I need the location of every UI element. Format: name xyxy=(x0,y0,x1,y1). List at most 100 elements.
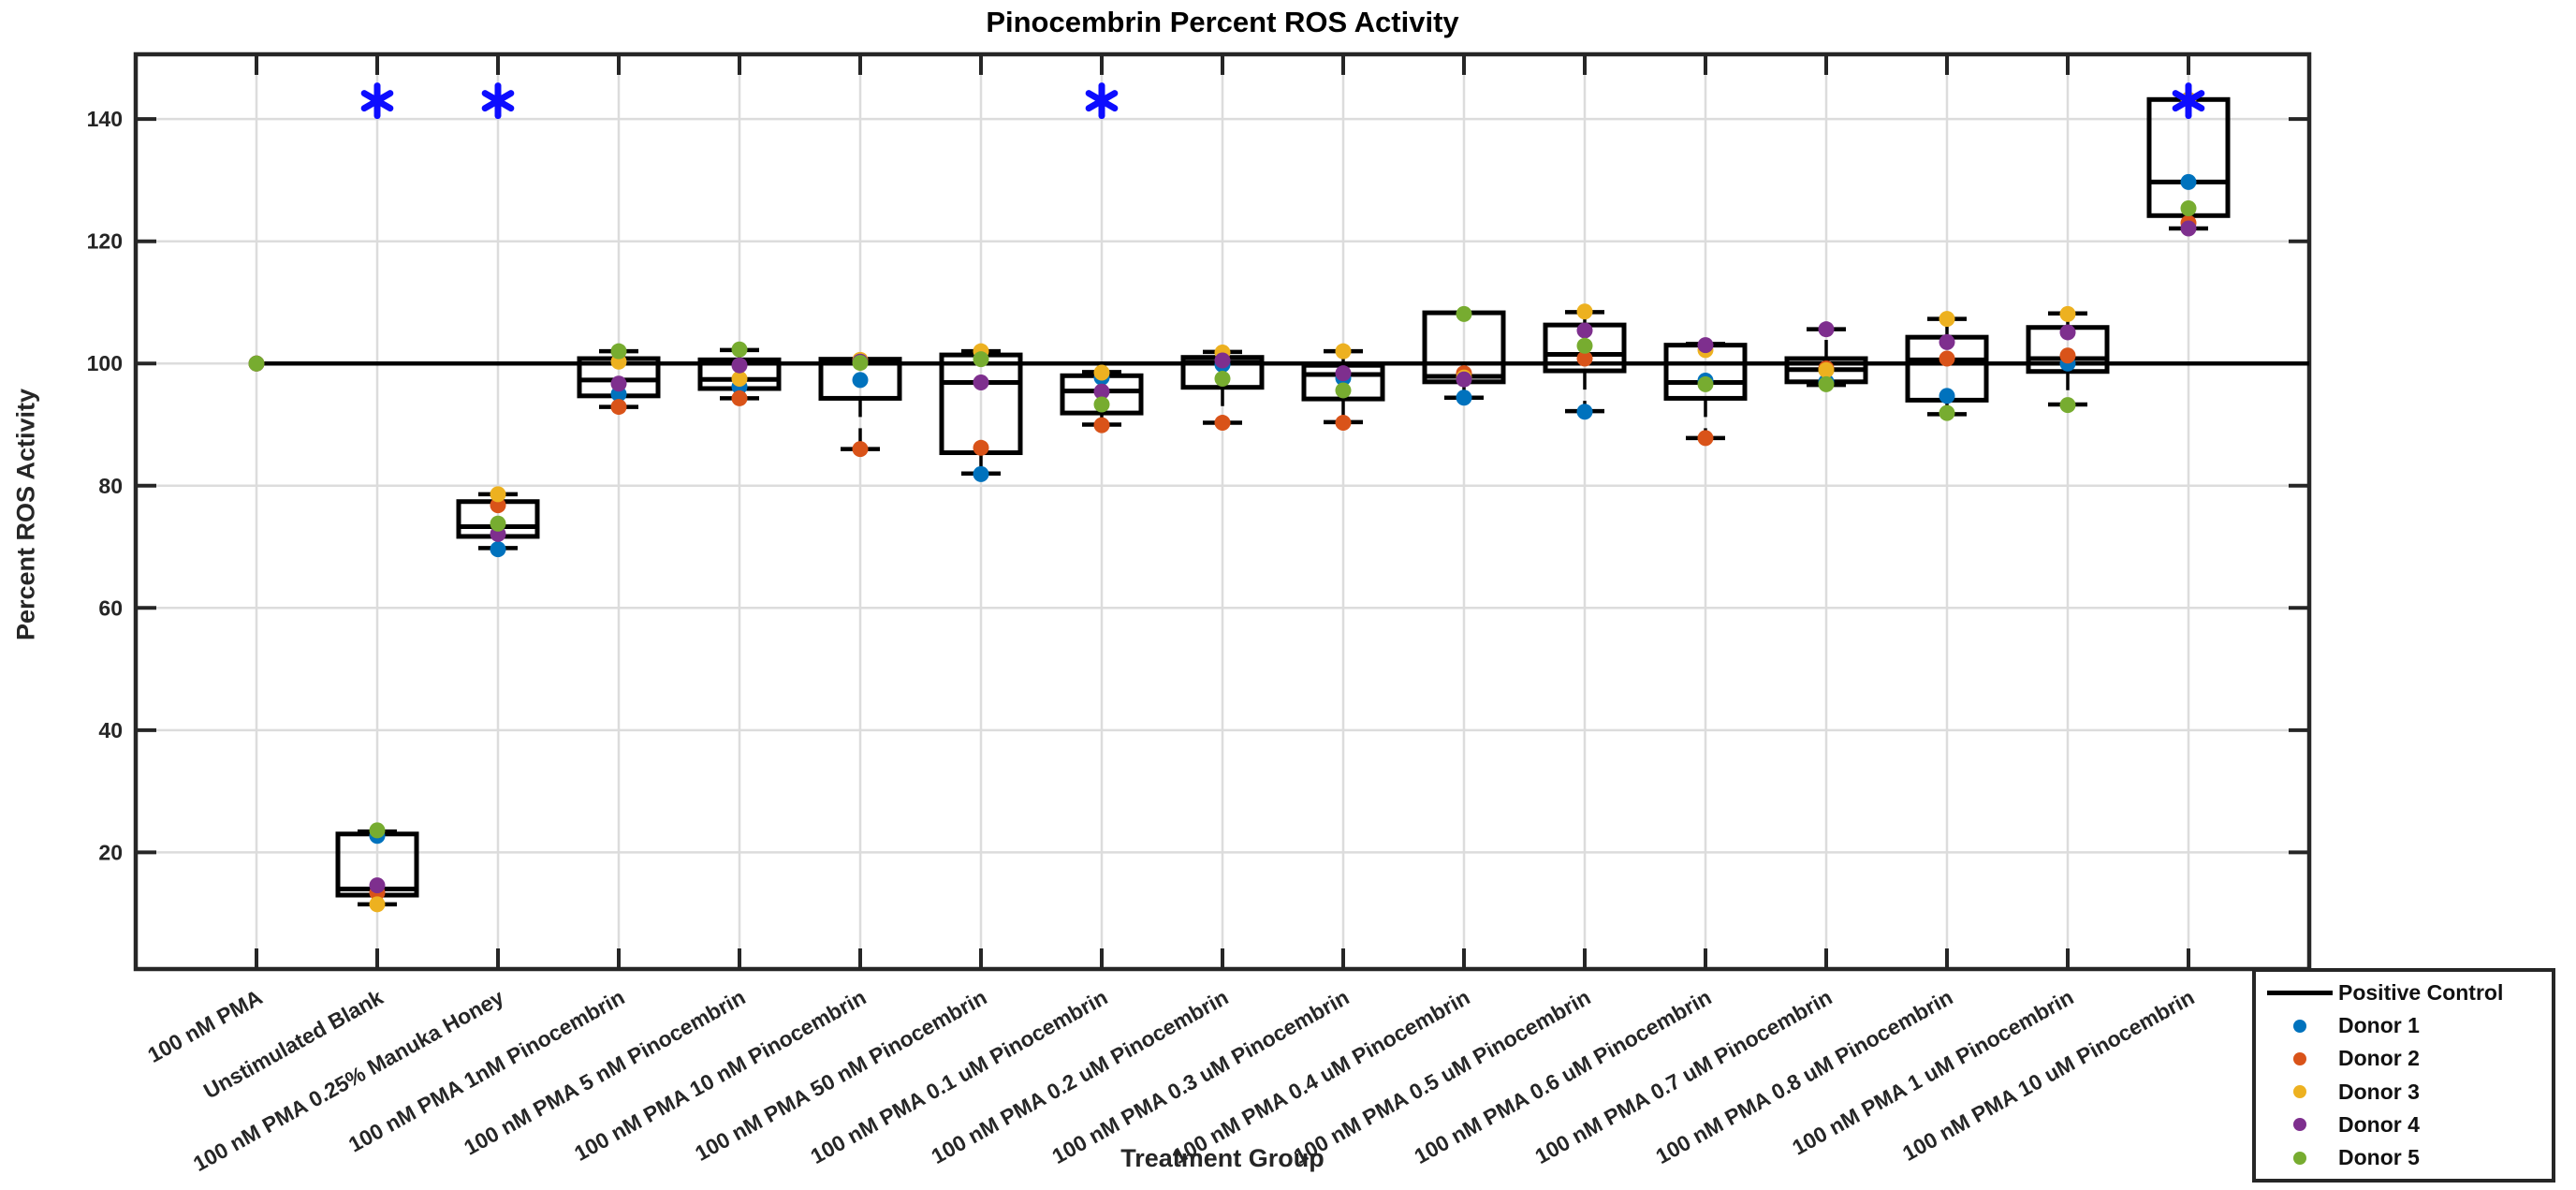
dot-icon xyxy=(2293,1019,2306,1033)
gridlines xyxy=(136,54,2309,969)
point-donor-5 xyxy=(369,822,386,839)
point-donor-4 xyxy=(731,357,748,374)
legend-dot-swatch xyxy=(2261,1019,2338,1033)
y-tick-label: 40 xyxy=(98,718,123,742)
point-donor-5 xyxy=(248,355,265,372)
point-donor-1 xyxy=(1576,404,1593,420)
point-donor-3 xyxy=(1093,364,1110,381)
legend-label: Donor 1 xyxy=(2338,1013,2420,1038)
legend-label: Donor 2 xyxy=(2338,1046,2420,1071)
legend-item-donor-4: Donor 4 xyxy=(2261,1109,2546,1140)
legend-line-swatch xyxy=(2261,990,2338,995)
point-donor-4 xyxy=(1335,365,1352,382)
point-donor-5 xyxy=(1214,371,1231,388)
point-donor-5 xyxy=(1456,305,1472,322)
point-donor-4 xyxy=(2059,324,2076,341)
point-donor-5 xyxy=(1939,404,1955,421)
axis-ticks xyxy=(136,54,2309,969)
point-donor-1 xyxy=(490,541,506,558)
point-donor-5 xyxy=(973,351,989,368)
point-donor-4 xyxy=(973,374,989,390)
point-donor-2 xyxy=(852,441,869,458)
legend-item-donor-5: Donor 5 xyxy=(2261,1142,2546,1174)
point-donor-1 xyxy=(973,465,989,482)
data-points xyxy=(248,91,2197,913)
point-donor-5 xyxy=(1697,375,1714,392)
legend-label: Donor 4 xyxy=(2338,1111,2420,1137)
legend-item-donor-1: Donor 1 xyxy=(2261,1010,2546,1042)
point-donor-5 xyxy=(1576,337,1593,354)
point-donor-2 xyxy=(1939,350,1955,367)
point-donor-5 xyxy=(1093,396,1110,413)
legend-item-donor-3: Donor 3 xyxy=(2261,1076,2546,1108)
y-tick-label: 20 xyxy=(98,840,123,864)
y-tick-label: 140 xyxy=(87,107,123,131)
point-donor-5 xyxy=(490,515,506,532)
point-donor-2 xyxy=(1576,350,1593,367)
point-donor-4 xyxy=(610,375,627,392)
point-donor-3 xyxy=(1576,303,1593,320)
dot-icon xyxy=(2293,1051,2306,1065)
legend-dot-swatch xyxy=(2261,1151,2338,1165)
point-donor-3 xyxy=(1939,311,1955,328)
point-donor-2 xyxy=(1335,415,1352,432)
line-icon xyxy=(2267,990,2333,995)
point-donor-4 xyxy=(1456,371,1472,388)
dot-icon xyxy=(2293,1085,2306,1099)
point-donor-4 xyxy=(1939,333,1955,350)
point-donor-3 xyxy=(731,371,748,388)
axes-box xyxy=(133,51,2312,972)
point-donor-5 xyxy=(2180,199,2197,216)
y-tick-label: 80 xyxy=(98,474,123,498)
legend: Positive Control Donor 1 Donor 2 Donor 3 Don… xyxy=(2252,968,2555,1183)
point-donor-2 xyxy=(1214,415,1231,432)
point-donor-3 xyxy=(490,486,506,503)
significance-markers xyxy=(360,82,2205,120)
point-donor-5 xyxy=(731,341,748,358)
legend-label: Donor 3 xyxy=(2338,1079,2420,1104)
y-tick-label: 120 xyxy=(87,229,123,254)
point-donor-2 xyxy=(610,399,627,416)
x-axis-label: Treatment Group xyxy=(1120,1144,1325,1172)
y-tick-labels: 20 40 60 80 100 120 140 xyxy=(87,107,123,864)
chart-title: Pinocembrin Percent ROS Activity xyxy=(986,6,1459,38)
point-donor-2 xyxy=(490,497,506,514)
point-donor-4 xyxy=(1818,321,1835,338)
significance-asterisk xyxy=(2172,90,2205,112)
point-donor-2 xyxy=(1093,417,1110,433)
dot-icon xyxy=(2293,1151,2306,1165)
point-donor-5 xyxy=(1818,375,1835,392)
point-donor-1 xyxy=(2180,173,2197,190)
point-donor-3 xyxy=(1335,343,1352,360)
point-donor-4 xyxy=(1697,337,1714,354)
point-donor-3 xyxy=(369,896,386,913)
point-donor-3 xyxy=(2059,305,2076,322)
point-donor-1 xyxy=(1939,388,1955,404)
legend-dot-swatch xyxy=(2261,1051,2338,1065)
legend-item-donor-2: Donor 2 xyxy=(2261,1043,2546,1075)
legend-item-positive-control: Positive Control xyxy=(2261,977,2546,1008)
point-donor-2 xyxy=(731,389,748,406)
significance-asterisk xyxy=(1085,90,1119,112)
legend-label: Donor 5 xyxy=(2338,1145,2420,1170)
dot-icon xyxy=(2293,1118,2306,1132)
point-donor-5 xyxy=(610,343,627,360)
point-donor-2 xyxy=(1697,430,1714,447)
point-donor-2 xyxy=(2059,347,2076,364)
legend-dot-swatch xyxy=(2261,1085,2338,1099)
point-donor-1 xyxy=(852,372,869,389)
point-donor-3 xyxy=(1818,361,1835,378)
significance-asterisk xyxy=(360,90,394,112)
legend-dot-swatch xyxy=(2261,1118,2338,1132)
y-tick-label: 60 xyxy=(98,595,123,620)
point-donor-4 xyxy=(1214,352,1231,369)
legend-label: Positive Control xyxy=(2338,979,2504,1005)
point-donor-1 xyxy=(1456,389,1472,406)
point-donor-5 xyxy=(852,355,869,372)
point-donor-2 xyxy=(973,439,989,456)
point-donor-4 xyxy=(369,877,386,894)
point-donor-4 xyxy=(1576,322,1593,339)
